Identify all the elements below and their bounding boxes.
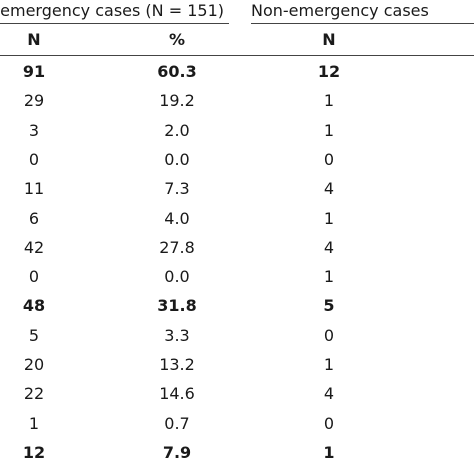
cell-emergency-n: 22 <box>23 384 45 404</box>
cell-non-emergency-n: 4 <box>323 237 335 257</box>
cell-emergency-n: 91 <box>22 62 46 81</box>
cell-emergency-n: 11 <box>23 179 45 199</box>
cell-non-emergency-n: 1 <box>323 208 335 228</box>
cell-emergency-pct: 14.6 <box>159 384 195 404</box>
cell-emergency-n: 12 <box>22 442 46 462</box>
cell-non-emergency-n: 1 <box>323 91 335 111</box>
cell-emergency-pct: 0.7 <box>164 413 190 433</box>
cell-emergency-n: 0 <box>28 149 40 169</box>
cell-non-emergency-n: 12 <box>317 62 341 81</box>
cell-emergency-pct: 19.2 <box>159 91 195 111</box>
cell-emergency-n: 5 <box>28 325 40 345</box>
cell-emergency-pct: 7.9 <box>162 442 192 462</box>
cell-non-emergency-n: 0 <box>323 149 335 169</box>
cell-emergency-n: 20 <box>23 355 45 374</box>
emergency-group-header: emergency cases (N = 151) <box>0 1 224 20</box>
column-header-emergency-n: N <box>27 30 41 49</box>
cell-non-emergency-n: 1 <box>323 442 335 462</box>
cell-emergency-pct: 7.3 <box>164 179 190 199</box>
cell-emergency-pct: 2.0 <box>164 120 190 140</box>
cell-emergency-pct: 60.3 <box>157 62 197 81</box>
cell-non-emergency-n: 4 <box>323 384 335 404</box>
cell-non-emergency-n: 5 <box>323 296 335 316</box>
cell-emergency-pct: 27.8 <box>159 237 195 257</box>
cell-emergency-n: 0 <box>28 267 40 287</box>
cell-emergency-pct: 4.0 <box>164 208 190 228</box>
emergency-header-rule <box>0 23 229 24</box>
column-header-non-emergency-n: N <box>322 30 336 49</box>
cell-emergency-n: 6 <box>28 208 40 228</box>
column-header-emergency-pct: % <box>168 30 186 49</box>
cell-emergency-n: 1 <box>28 413 40 433</box>
cell-emergency-n: 42 <box>23 237 45 257</box>
non-emergency-group-header: Non-emergency cases <box>251 1 429 20</box>
cell-emergency-pct: 31.8 <box>157 296 197 316</box>
cell-emergency-pct: 13.2 <box>159 355 195 374</box>
cell-non-emergency-n: 1 <box>323 267 335 287</box>
cell-emergency-n: 3 <box>28 120 40 140</box>
cell-emergency-pct: 3.3 <box>164 325 190 345</box>
cell-emergency-pct: 0.0 <box>164 149 190 169</box>
cell-non-emergency-n: 4 <box>323 179 335 199</box>
cell-emergency-n: 29 <box>23 91 45 111</box>
cell-emergency-pct: 0.0 <box>164 267 190 287</box>
cell-non-emergency-n: 1 <box>323 355 335 374</box>
non-emergency-header-rule <box>251 23 474 24</box>
cell-non-emergency-n: 1 <box>323 120 335 140</box>
cell-non-emergency-n: 0 <box>323 413 335 433</box>
column-header-rule <box>0 55 474 56</box>
cell-non-emergency-n: 0 <box>323 325 335 345</box>
cell-emergency-n: 48 <box>22 296 46 316</box>
